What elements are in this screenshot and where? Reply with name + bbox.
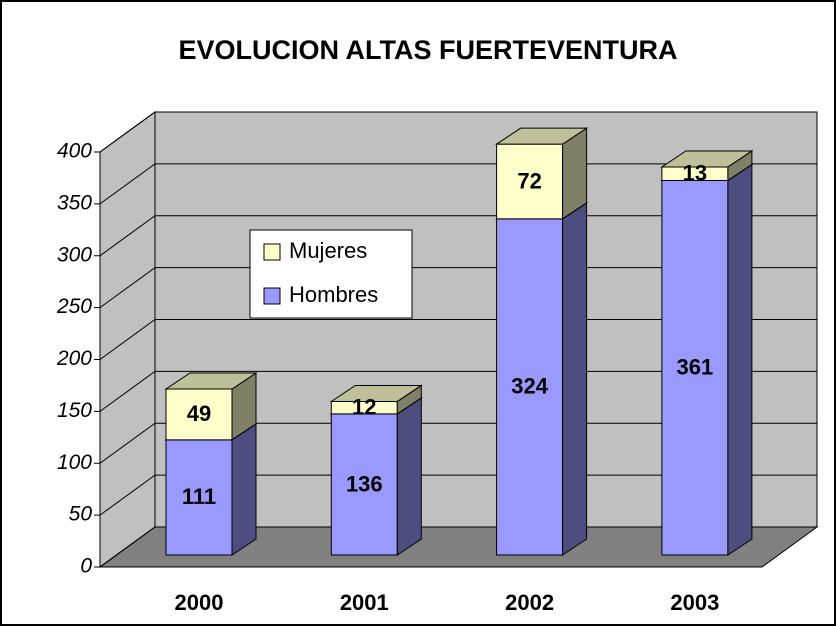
bar-side	[562, 201, 588, 556]
legend-label: Mujeres	[289, 238, 367, 263]
grid-line	[99, 163, 817, 205]
bar-top	[660, 150, 754, 168]
legend: Mujeres Hombres	[249, 229, 413, 319]
y-tick-label: 400	[57, 140, 92, 163]
data-label: 136	[346, 471, 383, 496]
bar	[330, 413, 398, 556]
grid-line	[99, 526, 817, 568]
bar-side	[231, 422, 257, 556]
x-tick-label: 2001	[340, 590, 389, 615]
bar-side	[396, 396, 422, 556]
grid-line	[99, 474, 817, 516]
grid-line	[99, 215, 817, 257]
bar-top	[329, 384, 423, 402]
y-tick-label: 50	[69, 503, 93, 526]
grid-line	[99, 267, 817, 309]
bar	[496, 218, 564, 556]
data-label: 72	[517, 168, 541, 193]
bar-top	[164, 372, 258, 390]
data-label: 12	[352, 394, 376, 419]
y-tick-label: 150	[57, 399, 92, 422]
data-label: 361	[677, 355, 714, 380]
grid-line	[99, 370, 817, 412]
bar	[165, 439, 233, 556]
y-tick-label: 200	[56, 347, 92, 370]
data-label: 111	[182, 484, 216, 509]
legend-swatch	[263, 287, 281, 305]
bar-side	[727, 163, 753, 556]
chart-title: EVOLUCION ALTAS FUERTEVENTURA	[179, 35, 678, 65]
y-tick-label: 300	[57, 243, 92, 266]
grid-line	[99, 111, 817, 153]
y-tick-label: 100	[57, 451, 92, 474]
grid-line	[99, 422, 817, 464]
x-tick-label: 2003	[670, 590, 719, 615]
data-label: 13	[683, 161, 707, 186]
grid-line	[99, 319, 817, 360]
y-tick-label: 250	[56, 295, 92, 318]
data-label: 49	[187, 401, 211, 426]
x-tick-label: 2000	[175, 590, 224, 615]
bar	[165, 388, 233, 441]
bar-top	[494, 127, 589, 145]
x-tick-label: 2002	[505, 590, 554, 615]
data-label: 324	[511, 374, 548, 399]
legend-label: Hombres	[289, 282, 378, 307]
y-tick-label: 0	[80, 555, 92, 578]
y-tick-label: 350	[57, 191, 92, 214]
legend-swatch	[263, 243, 281, 261]
bar	[661, 179, 729, 556]
